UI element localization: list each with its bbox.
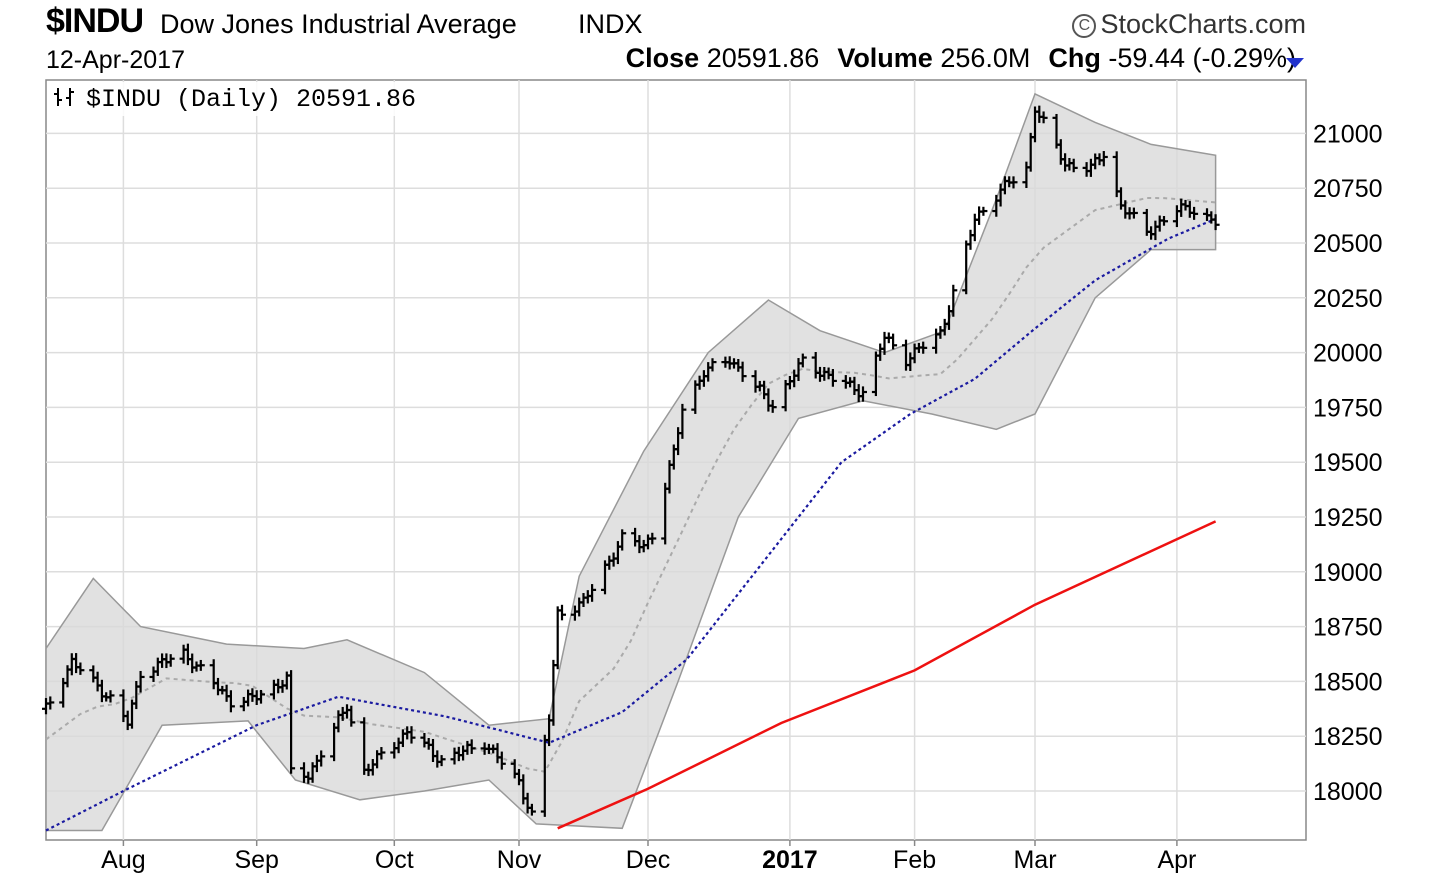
price-bar (377, 747, 386, 760)
y-tick-label: 20500 (1313, 230, 1383, 258)
close-label: Close (625, 43, 700, 73)
price-bar (1069, 158, 1078, 173)
x-tick-label: Aug (101, 846, 145, 874)
price-bar (467, 739, 476, 754)
ma200-line (557, 520, 1217, 830)
price-bar (738, 361, 747, 382)
y-tick-label: 20000 (1313, 340, 1383, 368)
price-bar (678, 403, 687, 439)
price-bar (46, 696, 55, 710)
price-bar (828, 369, 837, 387)
price-bar (527, 803, 536, 816)
price-bar (1190, 206, 1199, 220)
price-bar (558, 604, 566, 621)
brand-link[interactable]: C StockCharts.com (1072, 9, 1306, 40)
change-label: Chg (1048, 43, 1101, 73)
price-bar (106, 690, 115, 703)
exchange-label: INDX (578, 9, 643, 39)
x-tick-label: Dec (626, 846, 670, 874)
price-bar (949, 284, 958, 317)
price-bar (798, 353, 807, 368)
price-bar (1099, 151, 1108, 167)
y-tick-label: 19500 (1313, 449, 1383, 477)
x-tick-label: Feb (893, 846, 936, 874)
price-stats: Close 20591.86 Volume 256.0M Chg -59.44 (-… (626, 43, 1296, 74)
x-tick-label: Sep (234, 846, 278, 874)
price-bar (919, 341, 928, 354)
price-bar (166, 654, 175, 667)
y-tick-label: 18750 (1313, 614, 1383, 642)
y-tick-label: 20750 (1313, 175, 1383, 203)
price-bar (618, 529, 627, 551)
price-bar (257, 689, 265, 704)
price-bar (497, 751, 506, 770)
price-bar (1009, 176, 1018, 189)
brand-name: StockCharts.com (1100, 9, 1306, 39)
y-tick-label: 19750 (1313, 394, 1383, 422)
price-bar (347, 705, 356, 727)
close-value: 20591.86 (706, 43, 820, 73)
price-bar (196, 659, 205, 671)
legend-text: $INDU (Daily) 20591.86 (86, 85, 416, 114)
price-bars-icon (54, 88, 74, 106)
x-tick-label: Oct (375, 846, 414, 874)
price-bar (1039, 111, 1048, 124)
y-tick-label: 19250 (1313, 504, 1383, 532)
price-bar (979, 206, 988, 216)
y-tick-label: 20250 (1313, 285, 1383, 313)
price-bar (407, 726, 416, 744)
y-tick-label: 18250 (1313, 723, 1383, 751)
symbol-title: $INDU (46, 2, 144, 40)
x-tick-label: Mar (1013, 846, 1056, 874)
index-name: Dow Jones Industrial Average (160, 9, 517, 39)
chart-date: 12-Apr-2017 (46, 46, 185, 74)
price-bar (768, 399, 777, 413)
price-bar (859, 386, 867, 402)
price-bar (1160, 216, 1168, 226)
price-bar (1129, 207, 1138, 219)
down-triangle-icon (1286, 58, 1304, 68)
copyright-icon: C (1072, 14, 1097, 38)
price-bar (588, 584, 597, 602)
price-bar (1211, 214, 1220, 231)
volume-label: Volume (837, 43, 933, 73)
x-tick-label: Nov (497, 846, 542, 874)
x-tick-label: 2017 (762, 846, 818, 874)
price-bar (226, 690, 235, 713)
bollinger-middle-line (45, 196, 1216, 773)
price-bar (136, 670, 145, 693)
y-tick-label: 18500 (1313, 668, 1383, 696)
volume-value: 256.0M (940, 43, 1031, 73)
y-tick-label: 19000 (1313, 559, 1383, 587)
x-axis: Aug Sep Oct Nov Dec 2017 Feb Mar Apr (101, 840, 1196, 874)
price-bar (648, 532, 657, 545)
ma50-line (45, 217, 1217, 832)
x-tick-label: Apr (1157, 846, 1196, 874)
y-axis: 21000 20750 20500 20250 20000 19750 19500 19250… (1313, 120, 1383, 806)
bollinger-bands (45, 92, 1217, 832)
change-value: -59.44 (-0.29%) (1108, 43, 1296, 73)
price-bar (889, 333, 898, 350)
price-bar (708, 358, 717, 372)
legend: $INDU (Daily) 20591.86 (48, 82, 462, 116)
price-bar (287, 670, 296, 774)
y-tick-label: 18000 (1313, 778, 1383, 806)
legend-box (48, 82, 462, 116)
y-tick-label: 21000 (1313, 120, 1383, 148)
price-bars (42, 105, 1220, 817)
price-bar (317, 750, 326, 767)
price-bar (76, 662, 85, 675)
price-bar (437, 755, 446, 767)
